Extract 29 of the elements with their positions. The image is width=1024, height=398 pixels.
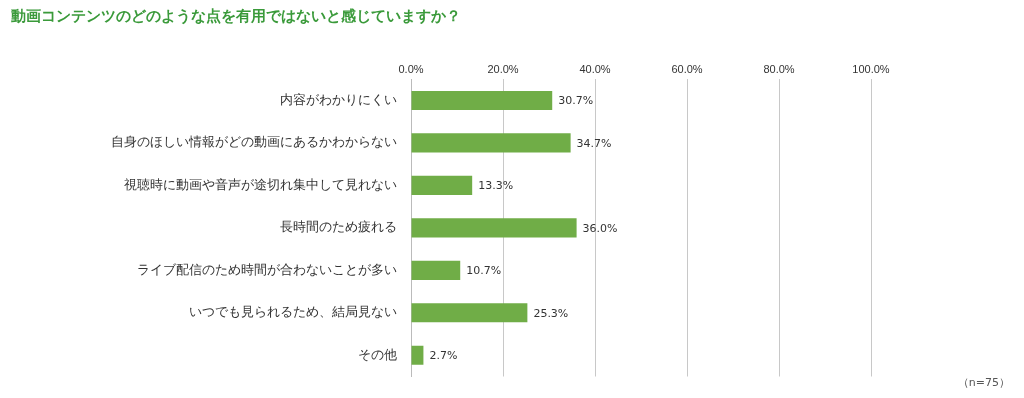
y-tick-label: いつでも見られるため、結局見ない [189, 305, 397, 320]
y-tick-label: 長時間のため疲れる [280, 220, 397, 235]
data-label: 25.3% [533, 306, 569, 320]
text: （n=75） [957, 375, 1010, 390]
x-tick-label: 0.0% [398, 62, 424, 75]
data-label: 2.7% [429, 349, 458, 363]
bar [411, 345, 424, 365]
x-tick-label: 80.0% [763, 62, 795, 75]
data-label: 36.0% [582, 221, 618, 235]
data-label: 10.7% [466, 264, 502, 278]
bar [411, 175, 473, 195]
y-tick-label: 自身のほしい情報がどの動画にあるかわからない [111, 135, 397, 150]
y-tick-label: その他 [358, 347, 397, 362]
x-tick-label: 100.0% [852, 62, 890, 75]
bar [411, 133, 571, 153]
bar [411, 303, 528, 323]
y-tick-label: 視聴時に動画や音声が途切れ集中して見れない [124, 177, 397, 192]
data-label: 30.7% [558, 94, 594, 108]
data-label: 34.7% [576, 136, 612, 150]
bar [411, 90, 553, 110]
text: 動画コンテンツのどのような点を有用ではないと感じていますか？ [10, 7, 461, 26]
x-tick-label: 20.0% [487, 62, 519, 75]
y-tick-label: ライブ配信のため時間が合わないことが多い [137, 262, 397, 277]
data-label: 13.3% [478, 179, 514, 193]
y-tick-label: 内容がわかりにくい [280, 91, 397, 107]
bar [411, 260, 461, 280]
x-tick-label: 60.0% [671, 62, 703, 75]
bar [411, 218, 577, 238]
x-tick-label: 40.0% [579, 62, 611, 75]
